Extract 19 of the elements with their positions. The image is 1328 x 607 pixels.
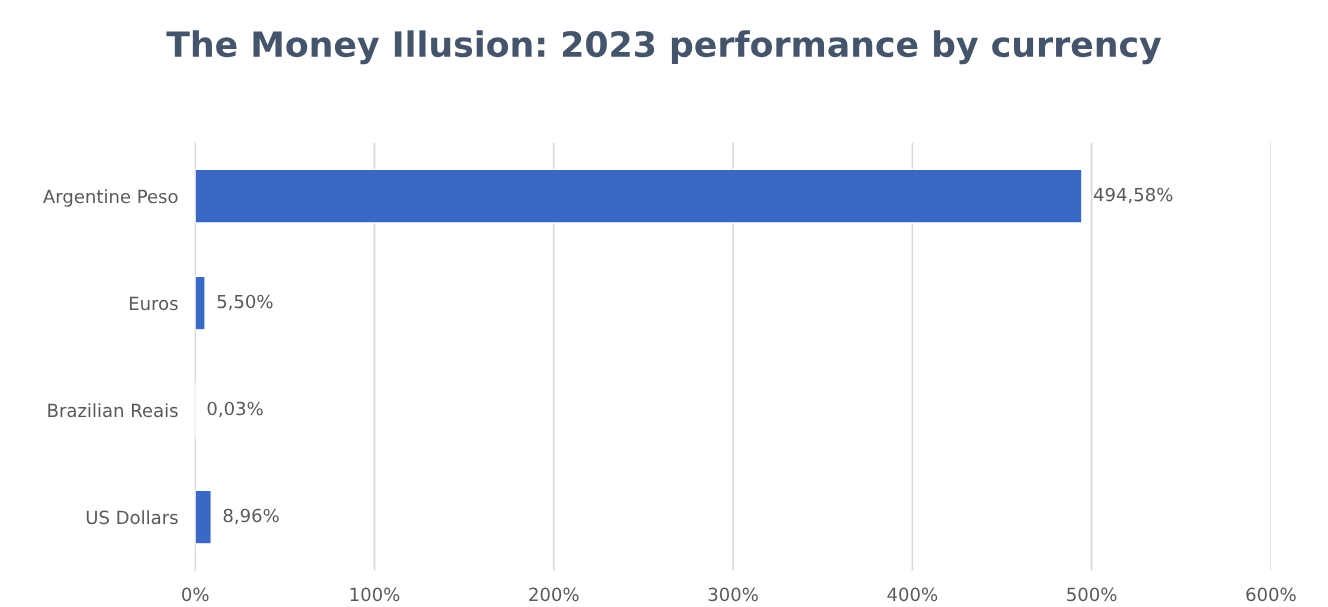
x-tick-label: 400% (887, 587, 938, 602)
bar (195, 168, 1083, 224)
chart-title: The Money Illusion: 2023 performance by currency (166, 30, 1162, 65)
bar (195, 275, 206, 331)
data-label: 5,50% (217, 294, 273, 311)
y-tick-label: Argentine Peso (43, 189, 178, 207)
y-tick-label: Euros (130, 296, 178, 311)
x-tick-label: 600% (1246, 587, 1296, 602)
x-tick-label: 200% (529, 587, 579, 602)
x-tick-label: 300% (708, 587, 758, 602)
bar (195, 489, 212, 545)
y-tick-label: US Dollars (86, 510, 178, 525)
data-label: 8,96% (223, 508, 279, 525)
y-tick-label: Brazilian Reais (48, 403, 178, 418)
x-tick-label: 0% (182, 587, 209, 602)
x-tick-label: 100% (350, 587, 400, 602)
data-label: 0,03% (207, 401, 263, 418)
x-tick-label: 500% (1067, 587, 1117, 602)
data-label: 494,58% (1093, 187, 1173, 204)
